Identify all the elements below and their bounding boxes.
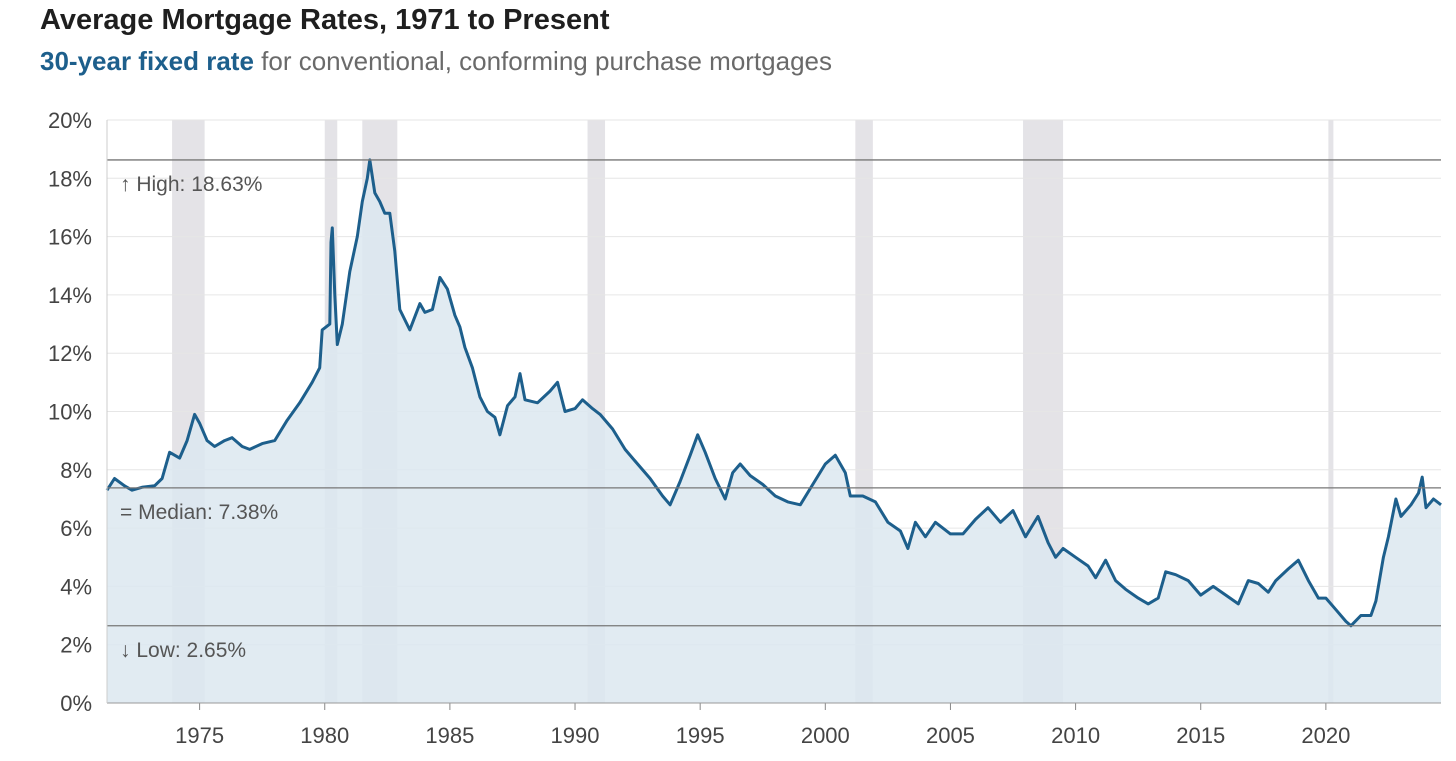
reference-label-2: ↓ Low: 2.65%: [120, 639, 246, 662]
chart-title: Average Mortgage Rates, 1971 to Present: [40, 4, 610, 36]
x-axis: 1975 1980 1985 1990 1995 2000 2005 2010 2015 2020: [175, 703, 1350, 748]
y-tick-label-18: 18%: [48, 166, 92, 191]
x-tick-label-2005: 2005: [926, 723, 975, 748]
subtitle-rest: for conventional, conforming purchase mo…: [253, 46, 832, 76]
x-tick-label-1975: 1975: [175, 723, 224, 748]
y-tick-label-12: 12%: [48, 341, 92, 366]
x-tick-label-1990: 1990: [551, 723, 600, 748]
y-tick-label-0: 0%: [60, 691, 92, 716]
subtitle-highlight: 30-year fixed rate: [40, 46, 254, 76]
y-tick-label-16: 16%: [48, 225, 92, 250]
x-tick-label-1980: 1980: [300, 723, 349, 748]
x-tick-label-1995: 1995: [676, 723, 725, 748]
x-tick-label-2015: 2015: [1176, 723, 1225, 748]
x-tick-label-2020: 2020: [1301, 723, 1350, 748]
y-tick-label-20: 20%: [48, 108, 92, 133]
chart-subtitle: 30-year fixed rate for conventional, con…: [40, 46, 832, 77]
y-tick-label-8: 8%: [60, 458, 92, 483]
y-tick-label-2: 2%: [60, 633, 92, 658]
x-tick-label-2000: 2000: [801, 723, 850, 748]
reference-label-1: = Median: 7.38%: [120, 501, 278, 524]
x-tick-label-2010: 2010: [1051, 723, 1100, 748]
reference-label-0: ↑ High: 18.63%: [120, 173, 262, 196]
rate-line: [105, 158, 1442, 628]
y-axis: 0% 2% 4% 6% 8% 10% 12% 14% 16% 18% 20%: [48, 108, 92, 716]
y-tick-label-14: 14%: [48, 283, 92, 308]
y-tick-label-10: 10%: [48, 400, 92, 425]
x-tick-label-1985: 1985: [425, 723, 474, 748]
y-tick-label-6: 6%: [60, 516, 92, 541]
rate-area: [107, 159, 1441, 703]
y-tick-label-4: 4%: [60, 574, 92, 599]
reference-lines: ↑ High: 18.63% = Median: 7.38% ↓ Low: 2.65…: [107, 159, 1441, 662]
